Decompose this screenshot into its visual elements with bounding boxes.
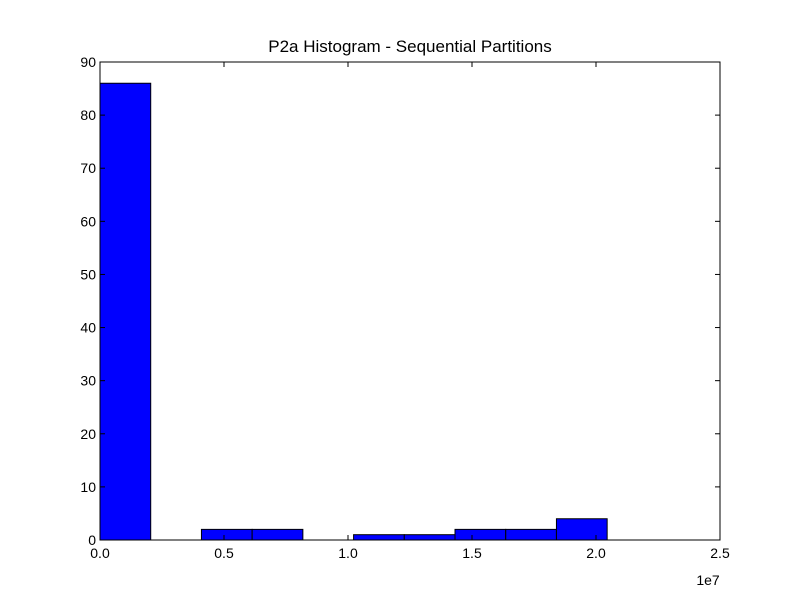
x-tick-label: 0.5: [214, 545, 234, 561]
histogram-bar: [505, 528, 557, 541]
x-offset-label: 1e7: [696, 572, 720, 588]
y-tick-label: 90: [80, 54, 96, 70]
y-tick-label: 60: [80, 213, 96, 229]
x-tick-label: 1.5: [462, 545, 482, 561]
y-tick-label: 20: [80, 426, 96, 442]
axes-frame: [99, 61, 721, 541]
histogram-bar: [403, 534, 456, 541]
y-tick-label: 10: [80, 479, 96, 495]
y-tick-label: 0: [88, 532, 96, 548]
y-tick-label: 70: [80, 160, 96, 176]
histogram-bar: [200, 528, 253, 541]
bars-group: [99, 82, 608, 541]
histogram-bar: [353, 534, 405, 541]
x-tick-label: 1.0: [338, 545, 358, 561]
y-tick-label: 30: [80, 373, 96, 389]
histogram-bar: [454, 528, 507, 541]
histogram-bar: [99, 82, 152, 541]
y-tick-label: 50: [80, 266, 96, 282]
x-tick-label: 2.0: [586, 545, 606, 561]
y-tick-label: 40: [80, 320, 96, 336]
x-tick-label: 0.0: [90, 545, 110, 561]
histogram-bar: [251, 528, 304, 541]
ticks-group: 0.0 0.5 1.0 1.5 2.0 2.5 0 10 20 30 40 50 60 70 80 90: [80, 54, 730, 561]
chart-title: P2a Histogram - Sequential Partitions: [268, 37, 551, 56]
x-tick-label: 2.5: [710, 545, 730, 561]
histogram-bar: [555, 518, 608, 541]
y-tick-label: 80: [80, 107, 96, 123]
